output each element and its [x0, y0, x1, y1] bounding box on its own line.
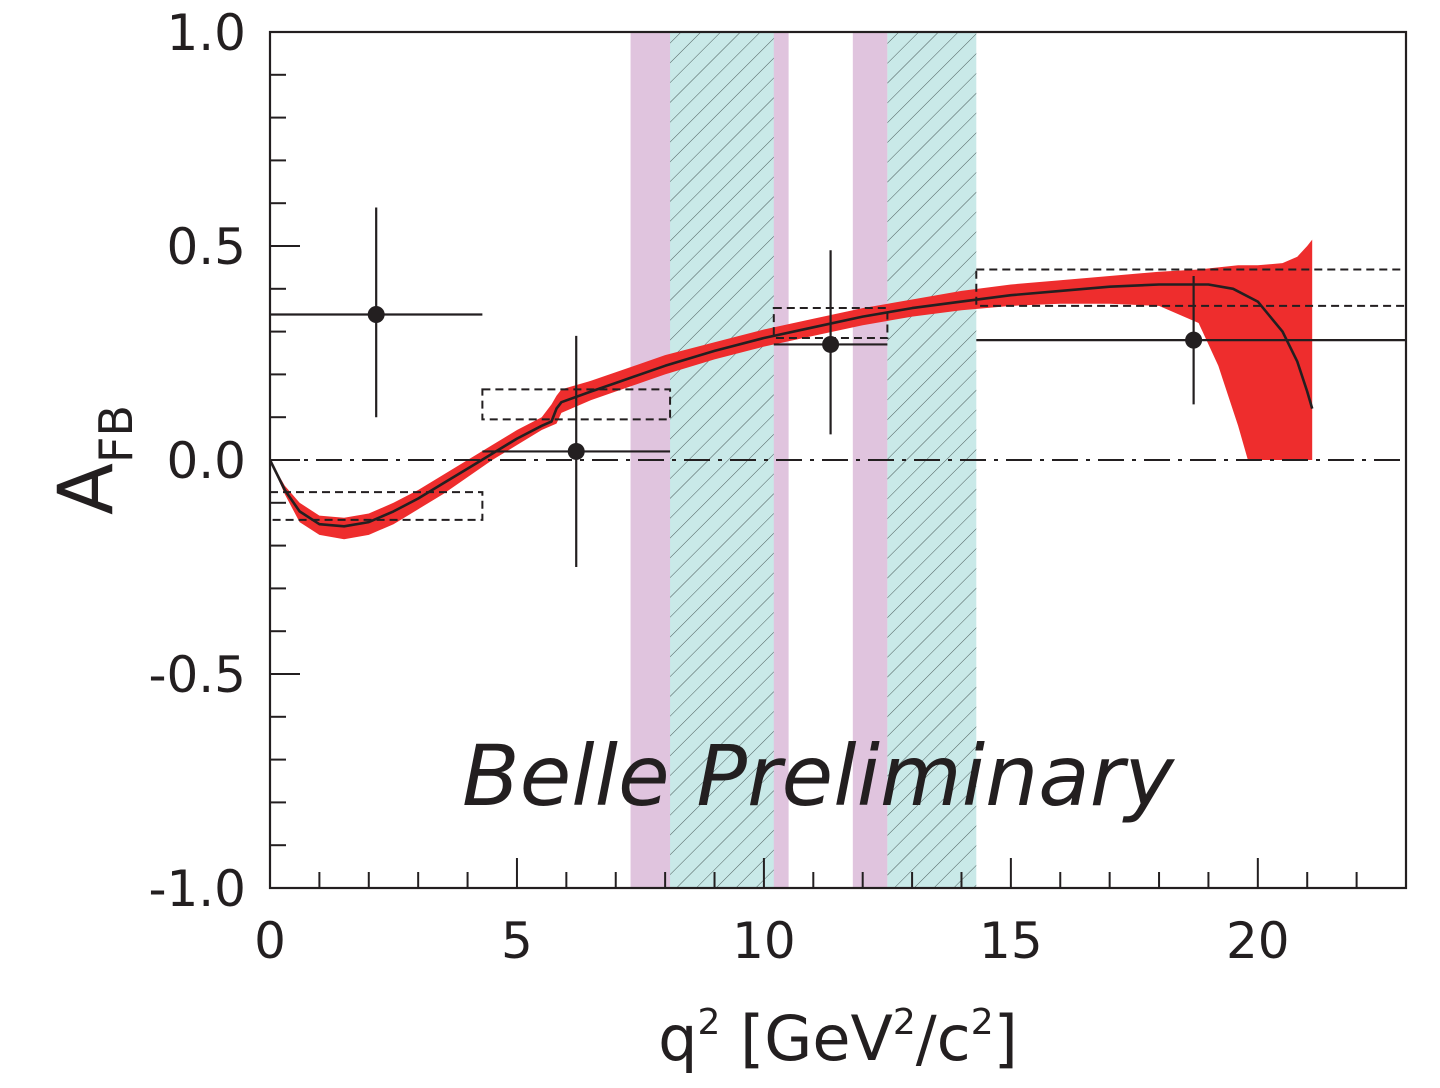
x-axis-exp3: 2 [971, 1002, 994, 1043]
data-point-1 [567, 442, 585, 460]
x-axis-exp1: 2 [697, 1002, 720, 1043]
data-point-3 [1185, 331, 1203, 349]
y-tick-label: 0.0 [166, 432, 246, 490]
y-tick-label: -0.5 [148, 646, 246, 704]
sm-uncertainty-band [270, 239, 1313, 540]
x-axis-slash-c: /c [916, 1002, 971, 1075]
sm-band-area [270, 239, 1313, 540]
data-point-2 [822, 335, 840, 353]
y-tick-label: -1.0 [148, 860, 246, 918]
x-axis-unit-close: ] [994, 1002, 1018, 1075]
y-tick-label: 1.0 [166, 4, 246, 62]
x-tick-label: 0 [254, 912, 286, 970]
sm-curve [270, 283, 1314, 528]
y-axis-main: A [41, 463, 130, 515]
x-tick-label: 10 [732, 912, 796, 970]
x-axis-q: q [658, 1002, 697, 1075]
data-point-0 [367, 305, 385, 323]
x-tick-label: 15 [979, 912, 1043, 970]
sm-curve-line [270, 283, 1314, 528]
y-axis-sub: FB [89, 405, 143, 463]
x-tick-label: 20 [1226, 912, 1290, 970]
axis-ticks [269, 31, 1407, 889]
sm-box-0 [269, 491, 484, 521]
y-axis-title: AFB [41, 405, 143, 515]
data-points [270, 207, 1406, 567]
axis-tick-labels: 0 5 10 15 20 1.0 0.5 0.0 -0.5 -1.0 [148, 4, 1289, 970]
x-axis-exp2: 2 [893, 1002, 916, 1043]
y-tick-label: 0.5 [166, 218, 246, 276]
x-tick-label: 5 [501, 912, 533, 970]
x-axis-unit-open: [GeV [720, 1002, 893, 1075]
x-axis-title: q2 [GeV2/c2] [658, 1002, 1018, 1075]
watermark-text: Belle Preliminary [462, 727, 1175, 825]
